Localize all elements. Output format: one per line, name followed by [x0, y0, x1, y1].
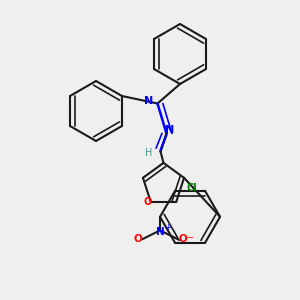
- Text: −: −: [186, 233, 193, 242]
- Text: +: +: [164, 223, 171, 232]
- Text: Cl: Cl: [186, 183, 197, 193]
- Text: H: H: [145, 148, 152, 158]
- Text: N: N: [165, 125, 174, 136]
- Text: N: N: [156, 227, 164, 237]
- Text: O: O: [178, 234, 187, 244]
- Text: O: O: [133, 234, 142, 244]
- Text: O: O: [144, 197, 152, 207]
- Text: N: N: [144, 95, 153, 106]
